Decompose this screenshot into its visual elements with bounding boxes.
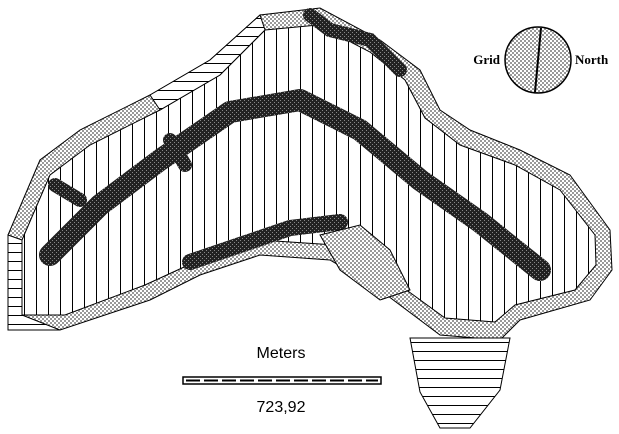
map: Grid North Meters 723,92 xyxy=(0,0,619,434)
compass: Grid North xyxy=(473,27,609,93)
south-lobe xyxy=(410,338,510,428)
scale-length: 723,92 xyxy=(257,399,306,416)
north-label: North xyxy=(575,52,609,67)
page: {"legend": {"grid_label": "Grid", "north… xyxy=(0,0,619,434)
scale-bar: Meters 723,92 xyxy=(183,345,381,416)
grid-label: Grid xyxy=(473,52,500,67)
scale-unit: Meters xyxy=(257,345,306,362)
